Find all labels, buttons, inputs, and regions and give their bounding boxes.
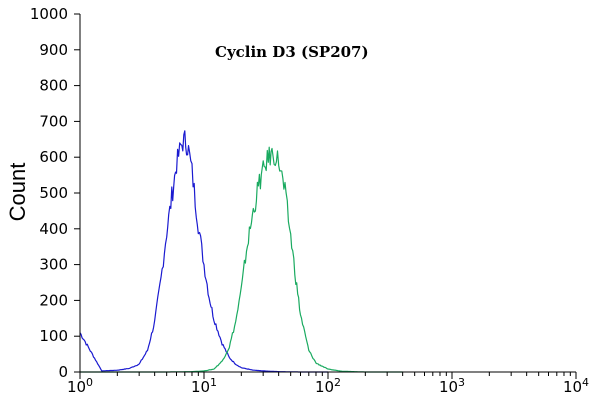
y-tick-label: 0: [58, 363, 68, 381]
y-tick-label: 500: [39, 184, 68, 202]
y-tick-label: 700: [39, 112, 68, 130]
x-tick-label: 104: [563, 376, 589, 396]
x-tick-label: 100: [67, 376, 93, 396]
x-tick-label: 103: [439, 376, 465, 396]
x-tick-label: 101: [191, 376, 217, 396]
series-layer: [79, 130, 403, 373]
y-tick-label: 200: [39, 291, 68, 309]
y-tick-label: 100: [39, 327, 68, 345]
y-axis-label: Count: [5, 163, 30, 222]
y-tick-label: 800: [39, 77, 68, 95]
y-tick-label: 1000: [30, 5, 68, 23]
series-line-1: [79, 130, 328, 373]
chart-title: Cyclin D3 (SP207): [215, 43, 369, 61]
y-tick-label: 300: [39, 256, 68, 274]
series-line-2: [80, 146, 403, 373]
y-tick-label: 600: [39, 148, 68, 166]
y-tick-label: 900: [39, 41, 68, 59]
x-tick-label: 102: [315, 376, 341, 396]
y-tick-label: 400: [39, 220, 68, 238]
